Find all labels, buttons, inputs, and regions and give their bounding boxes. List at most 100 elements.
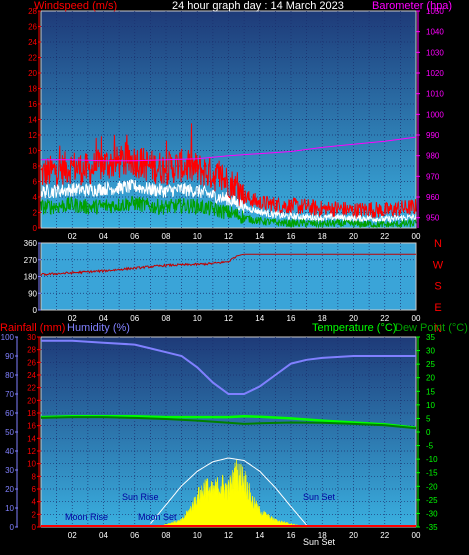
rain-y-tick-label: 30 (27, 333, 36, 342)
temp-y-tick-label: -35 (426, 523, 438, 532)
humidity-y-tick-label: 40 (5, 447, 14, 456)
rain-y-tick-label: 16 (27, 422, 36, 431)
sun-path-line (150, 457, 307, 526)
x-tick-label: 10 (193, 232, 202, 241)
rain-y-tick-label: 6 (32, 485, 37, 494)
wind-average-line (40, 178, 417, 224)
wind-y-tick-label: 6 (33, 178, 38, 187)
barometer-y-tick-label: 980 (426, 152, 440, 161)
rain-y-tick-label: 14 (27, 434, 36, 443)
humidity-y-tick-label: 0 (10, 523, 15, 532)
humidity-y-tick-label: 60 (5, 409, 14, 418)
compass-label: N (434, 238, 442, 250)
wind-y-tick-label: 16 (28, 100, 37, 109)
wind-y-tick-label: 0 (33, 224, 38, 233)
rain-y-tick-label: 20 (27, 396, 36, 405)
x-tick-label: 06 (130, 531, 139, 540)
barometer-y-tick-label: 1000 (426, 110, 444, 119)
humidity-axis-label: Humidity (%) (67, 322, 130, 334)
temp-y-tick-label: 0 (426, 428, 431, 437)
x-tick-label: 22 (380, 232, 389, 241)
compass-label: E (434, 302, 441, 314)
x-tick-label: 16 (287, 531, 296, 540)
x-tick-label: 02 (68, 531, 77, 540)
barometer-axis-label: Barometer (hpa) (372, 0, 452, 12)
wind-y-tick-label: 28 (28, 7, 37, 16)
x-tick-label: 14 (255, 232, 264, 241)
x-tick-label: 06 (130, 314, 139, 323)
moon-rise-label: Moon Rise (65, 512, 108, 522)
humidity-y-tick-label: 70 (5, 390, 14, 399)
x-tick-label: 00 (412, 314, 421, 323)
rain-y-tick-label: 28 (27, 346, 36, 355)
rain-y-tick-label: 8 (32, 472, 37, 481)
rain-y-tick-label: 0 (32, 523, 37, 532)
x-tick-label: 18 (318, 531, 327, 540)
temperature-axis-label: Temperature (°C) (312, 322, 396, 334)
x-tick-label: 22 (380, 531, 389, 540)
rain-y-tick-label: 26 (27, 358, 36, 367)
temp-y-tick-label: -15 (426, 469, 438, 478)
x-tick-label: 00 (412, 232, 421, 241)
barometer-y-tick-label: 1010 (426, 90, 444, 99)
temp-y-tick-label: -30 (426, 509, 438, 518)
rainfall-axis-label: Rainfall (mm) (0, 322, 65, 334)
humidity-y-tick-label: 50 (5, 428, 14, 437)
grid-layer (41, 11, 416, 527)
wind-y-tick-label: 26 (28, 23, 37, 32)
barometer-y-tick-label: 970 (426, 172, 440, 181)
wind-y-tick-label: 24 (28, 38, 37, 47)
rain-y-tick-label: 10 (27, 460, 36, 469)
temp-y-tick-label: 25 (426, 360, 435, 369)
rain-y-tick-label: 24 (27, 371, 36, 380)
barometer-y-tick-label: 1040 (426, 28, 444, 37)
barometer-y-tick-label: 990 (426, 131, 440, 140)
temp-y-tick-label: 30 (426, 347, 435, 356)
wind-y-tick-label: 18 (28, 85, 37, 94)
x-tick-label: 06 (130, 232, 139, 241)
humidity-y-tick-label: 20 (5, 485, 14, 494)
x-tick-label: 16 (287, 314, 296, 323)
x-tick-label: 02 (68, 232, 77, 241)
temp-y-tick-label: -10 (426, 455, 438, 464)
temp-y-tick-label: 10 (426, 401, 435, 410)
barometer-y-tick-label: 950 (426, 214, 440, 223)
x-tick-label: 08 (162, 531, 171, 540)
x-tick-label: 12 (224, 232, 233, 241)
temp-y-tick-label: 35 (426, 333, 435, 342)
dewpoint-axis-label: Dew Point (°C) (395, 322, 468, 334)
direction-y-tick-label: 360 (24, 239, 38, 248)
rain-y-tick-label: 12 (27, 447, 36, 456)
sun-rise-label: Sun Rise (122, 492, 159, 502)
temp-y-tick-label: -20 (426, 482, 438, 491)
temp-y-tick-label: 5 (426, 414, 431, 423)
dewpoint-line (40, 416, 417, 430)
barometer-y-tick-label: 960 (426, 193, 440, 202)
wind-y-tick-label: 2 (33, 209, 38, 218)
wind-y-tick-label: 22 (28, 54, 37, 63)
barometer-y-tick-label: 1030 (426, 48, 444, 57)
humidity-y-tick-label: 90 (5, 352, 14, 361)
x-tick-label: 20 (349, 314, 358, 323)
x-tick-label: 08 (162, 232, 171, 241)
x-tick-label: 00 (412, 531, 421, 540)
x-tick-label: 18 (318, 232, 327, 241)
moon-set-label: Moon Set (138, 512, 177, 522)
x-tick-label: 16 (287, 232, 296, 241)
humidity-line (41, 339, 416, 395)
wind-y-tick-label: 12 (28, 131, 37, 140)
x-tick-label: 10 (193, 531, 202, 540)
solar-area (155, 459, 307, 528)
x-tick-label: 14 (255, 314, 264, 323)
x-tick-label: 12 (224, 531, 233, 540)
humidity-y-tick-label: 80 (5, 371, 14, 380)
barometer-line (41, 136, 417, 162)
humidity-y-tick-label: 10 (5, 504, 14, 513)
wind-y-tick-label: 14 (28, 116, 37, 125)
x-tick-label: 04 (99, 531, 108, 540)
wind-y-tick-label: 8 (33, 162, 38, 171)
rain-y-tick-label: 18 (27, 409, 36, 418)
wind-y-tick-label: 4 (33, 193, 38, 202)
rain-y-tick-label: 22 (27, 384, 36, 393)
